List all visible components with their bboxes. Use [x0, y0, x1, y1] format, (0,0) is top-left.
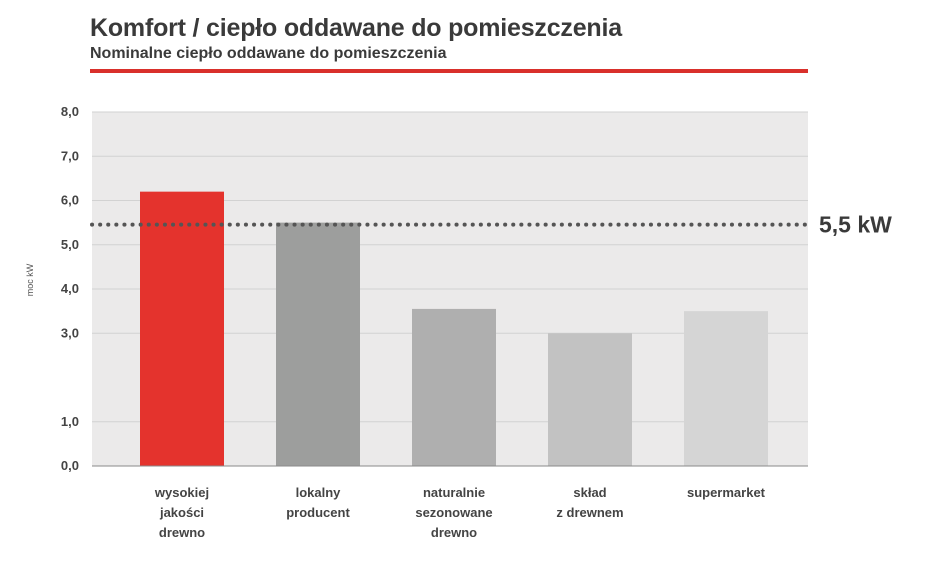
y-tick-label: 0,0: [61, 458, 79, 473]
x-axis-labels: wysokiej jakości drewno lokalny producent nat…: [154, 485, 766, 540]
x-category-label: supermarket: [687, 485, 766, 500]
title-underline: [90, 69, 808, 73]
chart-subtitle: Nominalne ciepło oddawane do pomieszczen…: [90, 45, 447, 62]
y-tick-label: 3,0: [61, 325, 79, 340]
bar: [140, 191, 224, 466]
y-tick-label: 5,0: [61, 237, 79, 252]
y-tick-label: 7,0: [61, 148, 79, 163]
x-category-label: wysokiej jakości drewno: [154, 485, 209, 540]
x-category-label: skład z drewnem: [556, 485, 623, 520]
x-category-label: lokalny producent: [286, 485, 350, 520]
y-tick-label: 4,0: [61, 281, 79, 296]
bar: [684, 311, 768, 466]
y-tick-label: 6,0: [61, 193, 79, 208]
reference-line-label: 5,5 kW: [819, 212, 892, 238]
y-axis-label: moc kW: [25, 263, 35, 296]
bar: [548, 333, 632, 466]
chart-title: Komfort / ciepło oddawane do pomieszczen…: [90, 14, 622, 42]
y-tick-label: 8,0: [61, 104, 79, 119]
x-category-label: naturalnie sezonowane drewno: [415, 485, 492, 540]
y-axis-ticks: 0,0 1,0 3,0 4,0 5,0 6,0 7,0 8,0: [61, 104, 79, 473]
bars: [140, 191, 768, 466]
bar: [276, 222, 360, 466]
bar: [412, 308, 496, 466]
y-tick-label: 1,0: [61, 414, 79, 429]
